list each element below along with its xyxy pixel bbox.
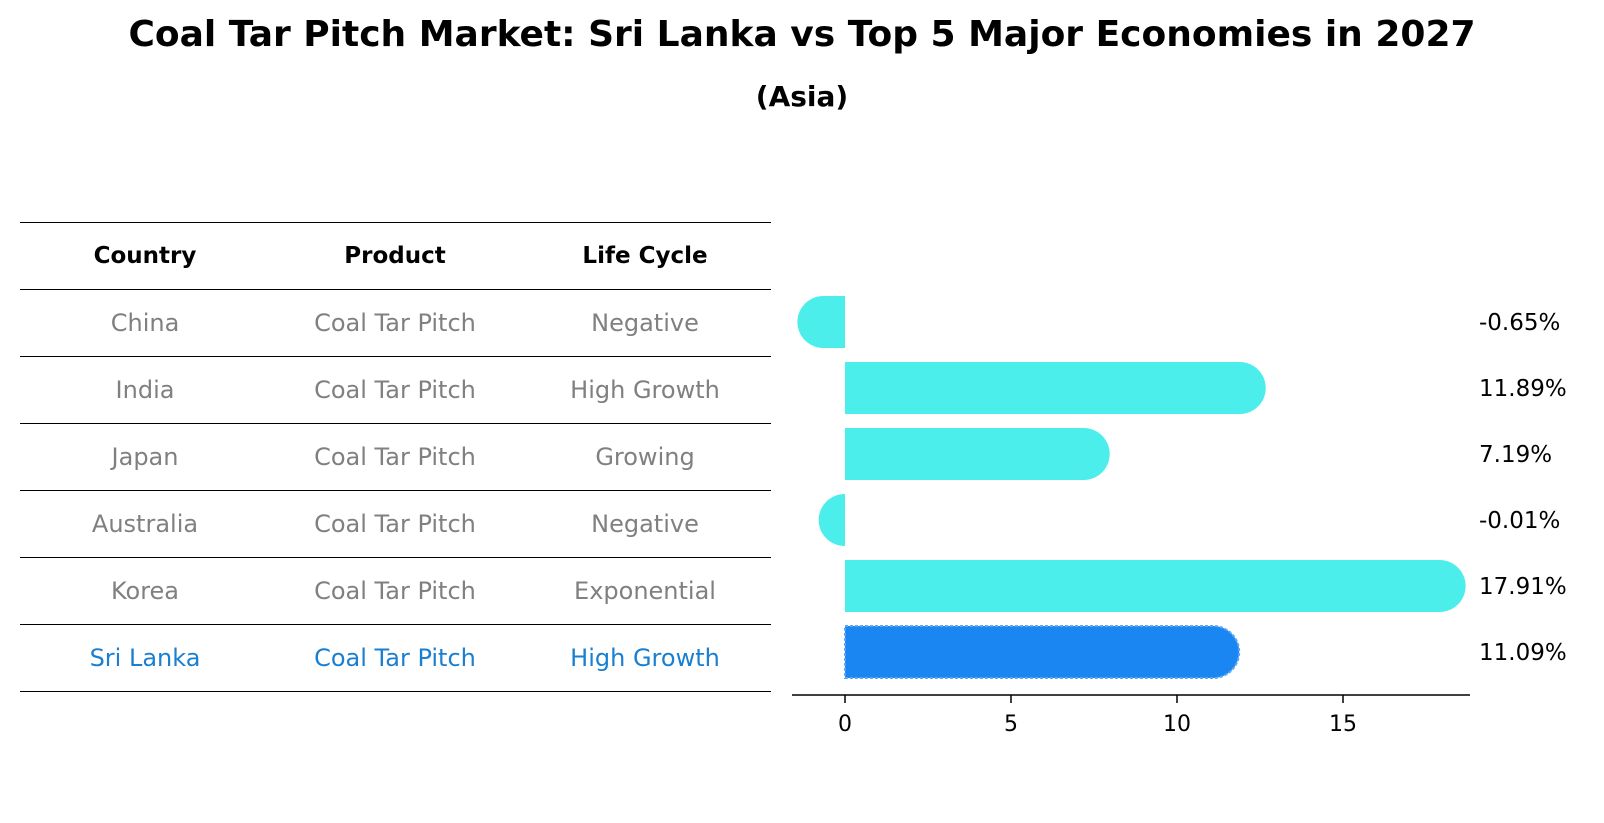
life-cycle-cell: Growing <box>595 443 695 471</box>
x-tick-label: 15 <box>1329 712 1357 737</box>
column-header-life-cycle: Life Cycle <box>582 243 708 269</box>
product-cell: Coal Tar Pitch <box>314 644 476 672</box>
chart-subtitle: (Asia) <box>755 80 849 113</box>
value-label: 7.19% <box>1479 442 1552 468</box>
value-label: -0.65% <box>1479 310 1560 336</box>
value-label: 11.09% <box>1479 640 1567 666</box>
table-row: India Coal Tar Pitch High Growth <box>20 357 771 424</box>
product-cell: Coal Tar Pitch <box>314 577 476 605</box>
column-header-country: Country <box>93 243 197 269</box>
bar-sri-lanka <box>844 625 1241 679</box>
product-cell: Coal Tar Pitch <box>314 309 476 337</box>
country-cell: Australia <box>91 510 199 538</box>
country-cell: Japan <box>111 443 179 471</box>
x-tick-label: 0 <box>838 712 852 737</box>
product-cell: Coal Tar Pitch <box>314 376 476 404</box>
product-cell: Coal Tar Pitch <box>314 443 476 471</box>
chart-title: Coal Tar Pitch Market: Sri Lanka vs Top … <box>128 14 1476 55</box>
column-header-product: Product <box>344 243 446 269</box>
life-cycle-cell: High Growth <box>570 376 720 404</box>
table-row: Australia Coal Tar Pitch Negative <box>20 491 771 558</box>
country-cell: Sri Lanka <box>89 644 201 672</box>
table-header-row: Country Product Life Cycle <box>20 222 771 290</box>
bar-china <box>797 296 845 348</box>
table-row-highlight: Sri Lanka Coal Tar Pitch High Growth <box>20 625 771 692</box>
bar-india <box>845 362 1266 414</box>
bar-japan <box>845 428 1110 480</box>
bar-korea <box>845 560 1466 612</box>
value-label: 11.89% <box>1479 376 1567 402</box>
life-cycle-cell: High Growth <box>570 644 720 672</box>
life-cycle-cell: Exponential <box>574 577 716 605</box>
bar-australia <box>818 494 845 546</box>
table-row: Japan Coal Tar Pitch Growing <box>20 424 771 491</box>
value-label: 17.91% <box>1479 574 1567 600</box>
product-cell: Coal Tar Pitch <box>314 510 476 538</box>
table-row: China Coal Tar Pitch Negative <box>20 290 771 357</box>
country-cell: India <box>115 376 175 404</box>
market-table: Country Product Life Cycle China Coal Ta… <box>20 222 771 692</box>
life-cycle-cell: Negative <box>591 510 699 538</box>
country-cell: Korea <box>110 577 180 605</box>
x-tick-label: 10 <box>1163 712 1191 737</box>
country-cell: China <box>110 309 180 337</box>
value-label: -0.01% <box>1479 508 1560 534</box>
life-cycle-cell: Negative <box>591 309 699 337</box>
x-tick-label: 5 <box>1004 712 1018 737</box>
table-row: Korea Coal Tar Pitch Exponential <box>20 558 771 625</box>
